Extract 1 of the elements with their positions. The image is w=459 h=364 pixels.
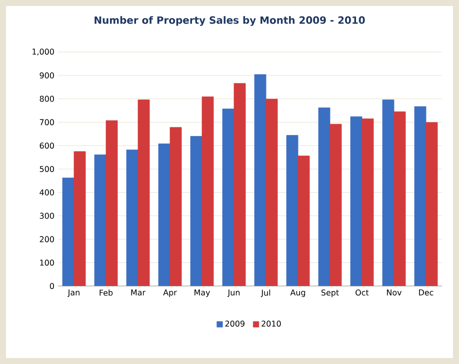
- chart-title: Number of Property Sales by Month 2009 - 2010: [94, 16, 365, 26]
